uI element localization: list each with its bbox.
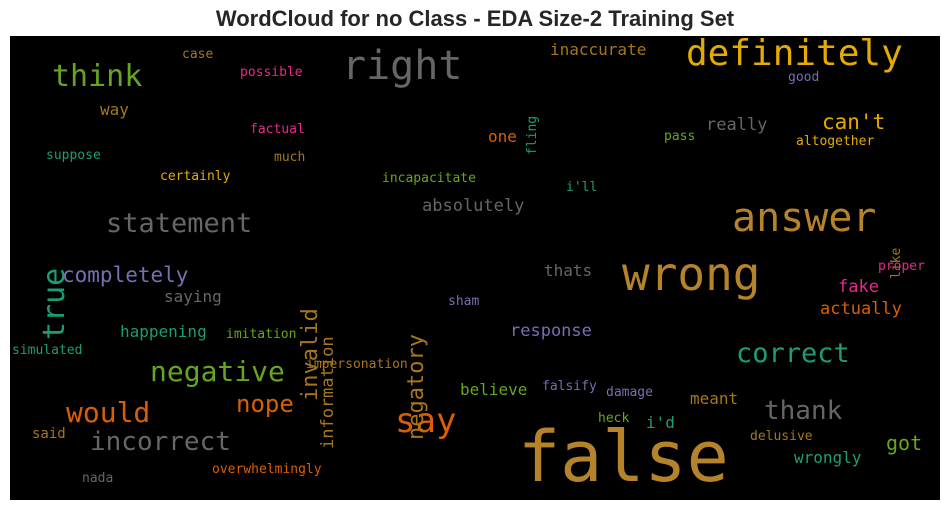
word-saying: saying <box>164 287 222 306</box>
word-wrong: wrong <box>622 247 761 301</box>
word-nada: nada <box>82 471 114 486</box>
word-false: false <box>518 416 729 498</box>
word-incapacitate: incapacitate <box>382 171 476 186</box>
word-pass: pass <box>664 129 696 144</box>
word-possible: possible <box>240 65 303 80</box>
word-said: said <box>32 426 66 442</box>
word-case: case <box>182 47 214 62</box>
word-overwhelmingly: overwhelmingly <box>212 462 322 477</box>
word-completely: completely <box>62 263 189 287</box>
word-proper: proper <box>878 259 925 274</box>
word-cant: can't <box>822 110 886 134</box>
word-think: think <box>52 59 143 94</box>
word-information: information <box>318 336 338 449</box>
word-response: response <box>510 321 592 341</box>
word-right: right <box>342 43 463 89</box>
word-damage: damage <box>606 385 653 400</box>
word-absolutely: absolutely <box>422 196 525 216</box>
word-meant: meant <box>690 389 739 408</box>
word-fake: fake <box>838 277 879 297</box>
word-actually: actually <box>820 299 902 319</box>
word-much: much <box>274 150 306 165</box>
word-would: would <box>66 396 151 429</box>
word-negative: negative <box>150 355 285 388</box>
word-really: really <box>706 115 768 135</box>
word-inaccurate: inaccurate <box>550 40 647 59</box>
word-answer: answer <box>732 195 877 241</box>
word-delusive: delusive <box>750 429 813 444</box>
word-got: got <box>886 431 923 455</box>
word-good: good <box>788 70 820 85</box>
word-impersonation: impersonation <box>306 357 408 372</box>
word-suppose: suppose <box>46 148 101 163</box>
word-simulated: simulated <box>12 343 83 358</box>
word-sham: sham <box>448 294 480 309</box>
chart-title: WordCloud for no Class - EDA Size-2 Trai… <box>215 6 735 31</box>
word-heck: heck <box>598 411 630 426</box>
word-one: one <box>488 127 517 146</box>
word-definitely: definitely <box>686 36 903 74</box>
word-happening: happening <box>120 322 207 341</box>
word-factual: factual <box>250 122 305 137</box>
word-fling: fling <box>525 116 540 156</box>
word-incorrect: incorrect <box>90 427 231 457</box>
word-statement: statement <box>106 208 253 239</box>
word-cloud: false wrong answer right definitely say true th… <box>10 36 940 500</box>
word-believe: believe <box>460 380 528 399</box>
word-thats: thats <box>544 261 593 280</box>
word-certainly: certainly <box>160 169 231 184</box>
word-ill: i'll <box>566 180 598 195</box>
word-falsify: falsify <box>542 379 597 394</box>
word-altogether: altogether <box>796 134 875 149</box>
word-correct: correct <box>736 338 850 369</box>
word-thank: thank <box>764 396 843 426</box>
word-way: way <box>100 100 129 119</box>
word-imitation: imitation <box>226 327 297 342</box>
word-nope: nope <box>236 390 294 418</box>
word-id: i'd <box>646 413 675 432</box>
word-negatory: negatory <box>404 334 429 440</box>
word-say: say <box>395 401 457 441</box>
word-wrongly: wrongly <box>794 448 862 467</box>
